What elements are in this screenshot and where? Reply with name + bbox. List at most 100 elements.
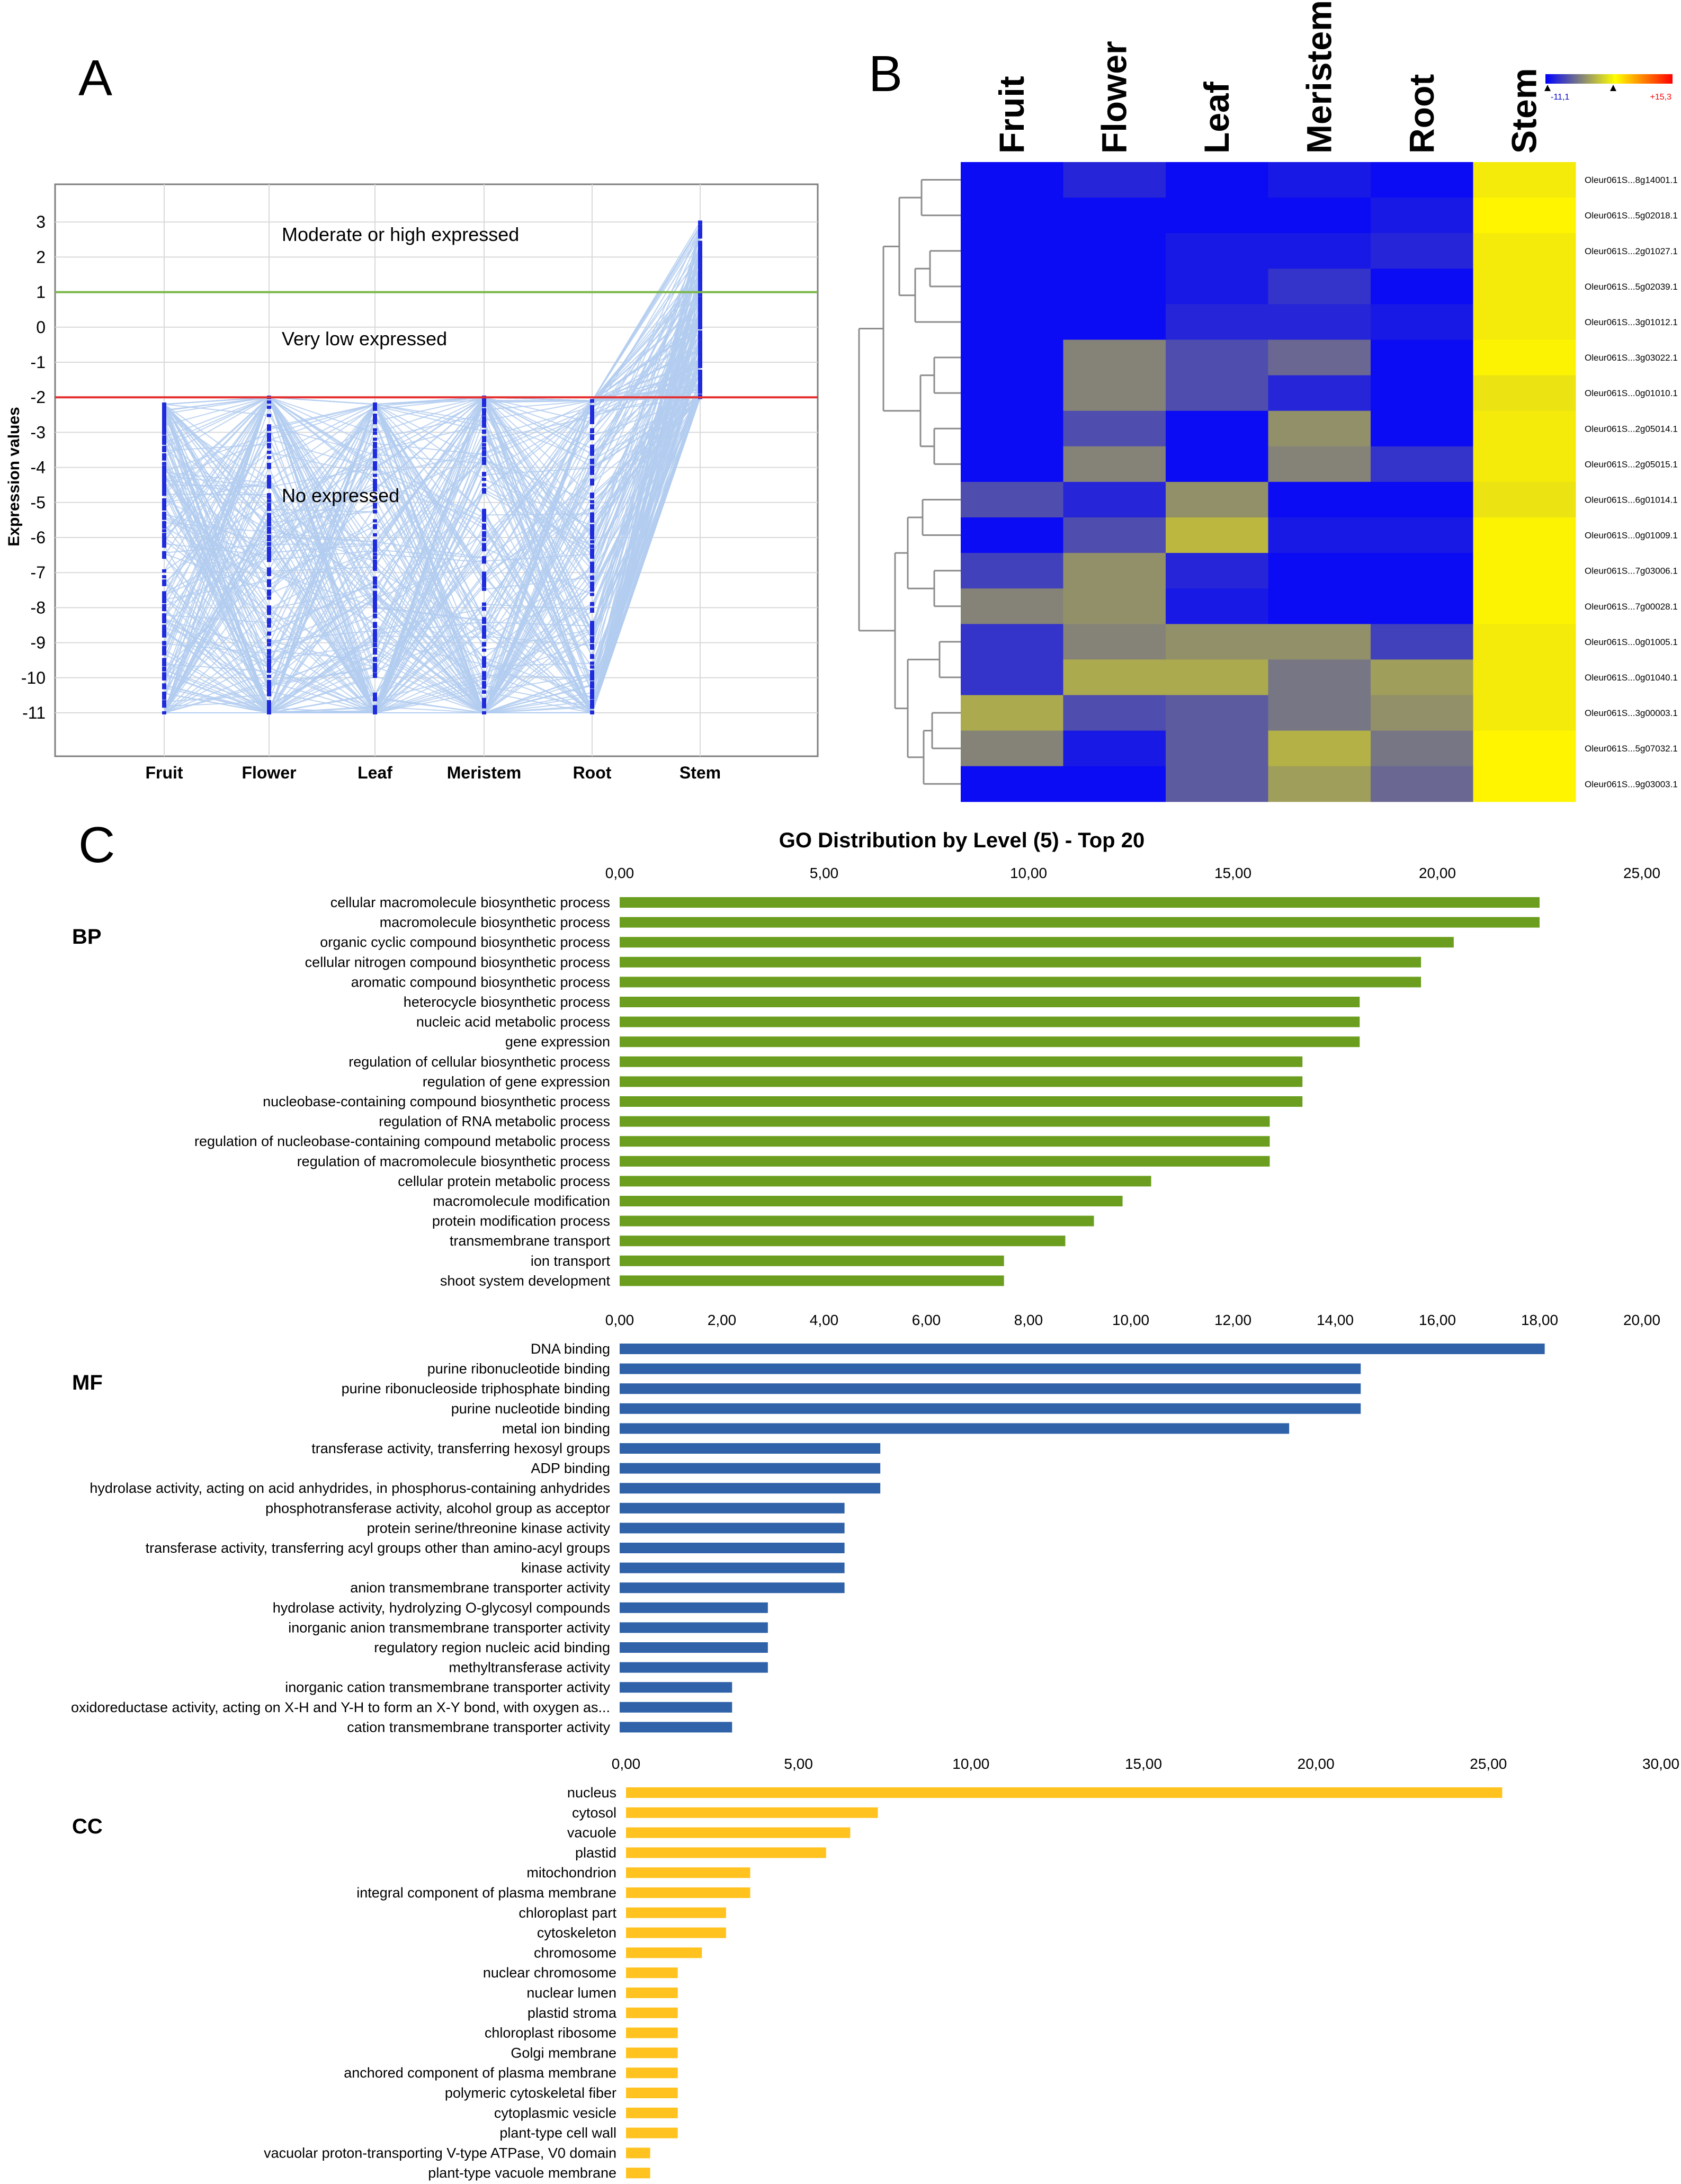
a-data-point bbox=[373, 525, 377, 529]
a-data-point bbox=[162, 591, 166, 595]
a-data-point bbox=[267, 493, 271, 497]
a-data-point bbox=[162, 700, 166, 704]
a-ytick-label: -2 bbox=[31, 388, 46, 407]
a-data-point bbox=[482, 508, 486, 512]
a-data-point bbox=[590, 584, 594, 588]
c-bar bbox=[620, 1543, 845, 1553]
a-data-point bbox=[590, 505, 594, 508]
a-data-point bbox=[482, 473, 486, 477]
annotation-moderate-high: Moderate or high expressed bbox=[282, 223, 519, 245]
a-data-point bbox=[267, 665, 271, 669]
a-data-point bbox=[162, 631, 166, 635]
a-ytick-label: 2 bbox=[36, 247, 46, 266]
c-xtick-label: 5,00 bbox=[784, 1756, 813, 1772]
c-bar bbox=[626, 1787, 1503, 1798]
a-data-point bbox=[482, 416, 486, 419]
heatmap-cell bbox=[1166, 481, 1268, 518]
a-data-point bbox=[482, 635, 486, 639]
heatmap-cell bbox=[1166, 659, 1268, 695]
dendrogram-branch bbox=[898, 196, 922, 297]
a-data-point bbox=[267, 506, 271, 510]
c-bar bbox=[626, 1887, 750, 1898]
heatmap-col-label: Root bbox=[1402, 74, 1441, 154]
a-data-point bbox=[482, 460, 486, 464]
c-bar bbox=[620, 937, 1454, 948]
a-data-point bbox=[162, 533, 166, 536]
a-profile-line bbox=[164, 228, 701, 714]
c-category-label: cellular nitrogen compound biosynthetic … bbox=[305, 954, 610, 970]
c-bar bbox=[620, 1483, 881, 1494]
a-data-point bbox=[162, 704, 166, 708]
a-profile-line bbox=[164, 360, 701, 714]
heatmap-row-label: Oleur061S...3g00003.1 bbox=[1585, 708, 1678, 718]
a-data-point bbox=[373, 464, 377, 468]
scale-marker-min bbox=[1544, 85, 1551, 91]
a-data-point bbox=[162, 529, 166, 533]
a-data-point bbox=[590, 495, 594, 498]
a-data-point bbox=[590, 409, 594, 413]
a-data-point bbox=[162, 512, 166, 516]
a-data-point bbox=[482, 478, 486, 481]
c-category-label: nucleus bbox=[567, 1785, 616, 1801]
a-data-point bbox=[267, 466, 271, 469]
c-category-label: integral component of plasma membrane bbox=[356, 1885, 616, 1901]
a-profile-line bbox=[164, 311, 701, 713]
heatmap-cell bbox=[1063, 198, 1166, 234]
a-data-point bbox=[267, 684, 271, 688]
c-xtick-label: 10,00 bbox=[952, 1756, 989, 1772]
heatmap-cell bbox=[1371, 695, 1473, 731]
c-category-label: regulation of cellular biosynthetic proc… bbox=[348, 1054, 610, 1070]
a-data-point bbox=[482, 697, 486, 701]
a-data-point bbox=[482, 642, 486, 646]
a-profile-line bbox=[164, 342, 701, 666]
a-data-point bbox=[698, 352, 702, 356]
heatmap-cell bbox=[1371, 375, 1473, 411]
a-data-point bbox=[482, 410, 486, 414]
a-data-point bbox=[162, 604, 166, 607]
heatmap-cell bbox=[1473, 624, 1576, 660]
a-data-point bbox=[698, 334, 702, 337]
a-data-point bbox=[373, 615, 377, 619]
c-bar bbox=[620, 977, 1421, 988]
c-xtick-label: 16,00 bbox=[1419, 1312, 1456, 1328]
a-profile-line bbox=[164, 242, 701, 713]
a-data-point bbox=[373, 635, 377, 639]
heatmap-cell bbox=[1371, 481, 1473, 518]
a-profile-line bbox=[164, 384, 701, 693]
heatmap-cell bbox=[1268, 410, 1371, 447]
a-data-point bbox=[482, 656, 486, 660]
a-data-point bbox=[373, 568, 377, 571]
a-data-point bbox=[482, 648, 486, 652]
a-data-point bbox=[373, 648, 377, 651]
a-data-point bbox=[162, 629, 166, 633]
c-category-label: nucleobase-containing compound biosynthe… bbox=[263, 1094, 610, 1109]
heatmap-cell bbox=[1268, 730, 1371, 767]
a-data-point bbox=[373, 673, 377, 676]
a-data-point bbox=[698, 293, 702, 297]
a-data-point bbox=[373, 613, 377, 617]
a-data-point bbox=[482, 571, 486, 575]
a-data-point bbox=[162, 539, 166, 542]
a-data-point bbox=[267, 482, 271, 486]
c-category-label: purine ribonucleoside triphosphate bindi… bbox=[342, 1381, 610, 1397]
c-category-label: regulation of gene expression bbox=[423, 1073, 610, 1089]
a-data-point bbox=[162, 569, 166, 573]
c-xtick-label: 20,00 bbox=[1419, 865, 1456, 881]
c-bar bbox=[626, 1827, 851, 1838]
a-data-point bbox=[373, 419, 377, 423]
a-data-point bbox=[373, 549, 377, 552]
a-profile-line bbox=[164, 279, 701, 715]
a-data-point bbox=[373, 519, 377, 523]
c-bar bbox=[620, 1363, 1361, 1374]
c-category-label: chromosome bbox=[534, 1945, 616, 1961]
a-data-point bbox=[267, 406, 271, 409]
a-data-point bbox=[267, 581, 271, 585]
a-data-point bbox=[590, 540, 594, 543]
heatmap-cell bbox=[1473, 481, 1576, 518]
c-bar bbox=[620, 917, 1540, 928]
a-data-point bbox=[267, 437, 271, 441]
a-data-point bbox=[590, 548, 594, 552]
c-category-label: inorganic anion transmembrane transporte… bbox=[288, 1619, 610, 1635]
c-category-label: purine nucleotide binding bbox=[451, 1401, 610, 1417]
heatmap-cell bbox=[1166, 517, 1268, 553]
